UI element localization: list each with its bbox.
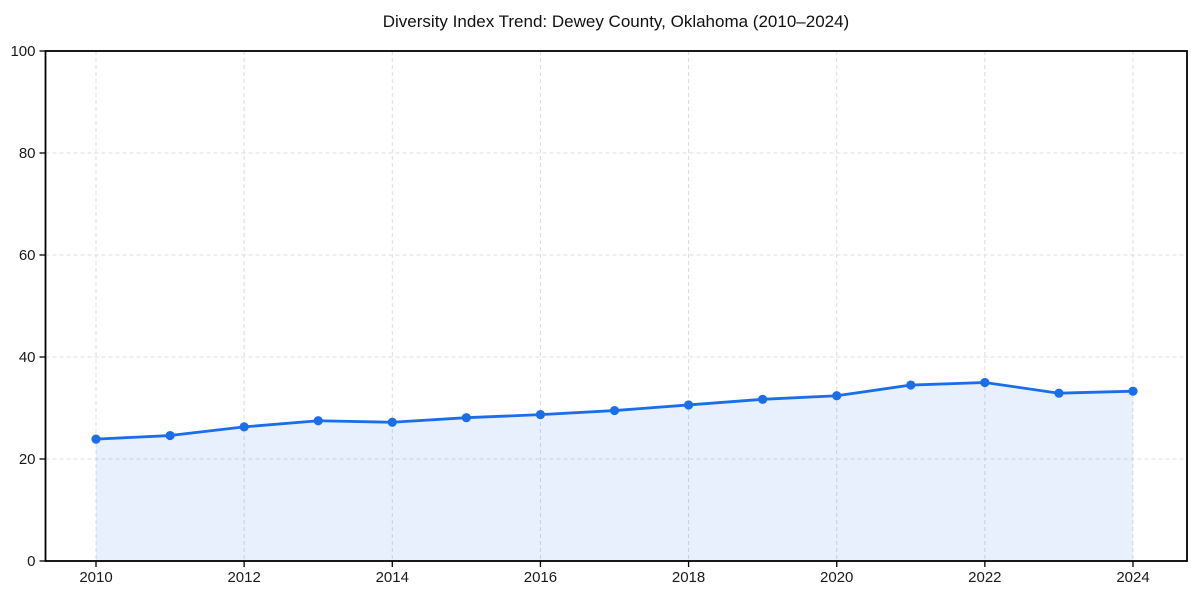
data-point-2019 [758,394,768,404]
data-point-2012 [239,422,249,432]
x-tick-label: 2020 [820,569,853,586]
data-point-2011 [165,430,175,441]
data-point-2015 [461,413,471,423]
y-tick-label: 20 [19,451,36,468]
data-point-2016 [535,410,546,420]
chart-title: Diversity Index Trend: Dewey County, Okl… [382,12,850,31]
data-point-2020 [832,391,842,401]
data-point-2022 [980,377,990,388]
data-point-2018 [683,400,694,410]
y-tick-label: 60 [19,247,36,264]
x-tick-label: 2010 [79,569,112,586]
x-tick-label: 2012 [227,569,260,586]
plot-border [44,50,1188,562]
data-point-2010 [91,434,101,444]
x-tick-label: 2022 [968,569,1001,586]
x-tick-label: 2014 [376,569,409,586]
x-tick-label: 2016 [524,569,557,586]
y-tick-label: 100 [10,43,35,60]
data-point-2023 [1054,388,1064,398]
x-tick-label: 2024 [1116,569,1149,586]
data-point-2017 [609,405,620,416]
area-fill [96,382,1133,561]
y-tick-label: 40 [19,349,36,366]
data-point-2014 [387,417,397,427]
x-tick-label: 2018 [672,569,705,586]
data-point-2024 [1128,386,1138,396]
y-tick-label: 0 [27,553,35,570]
data-point-2021 [906,380,916,390]
y-tick-label: 80 [19,145,36,162]
data-point-2013 [313,416,323,426]
